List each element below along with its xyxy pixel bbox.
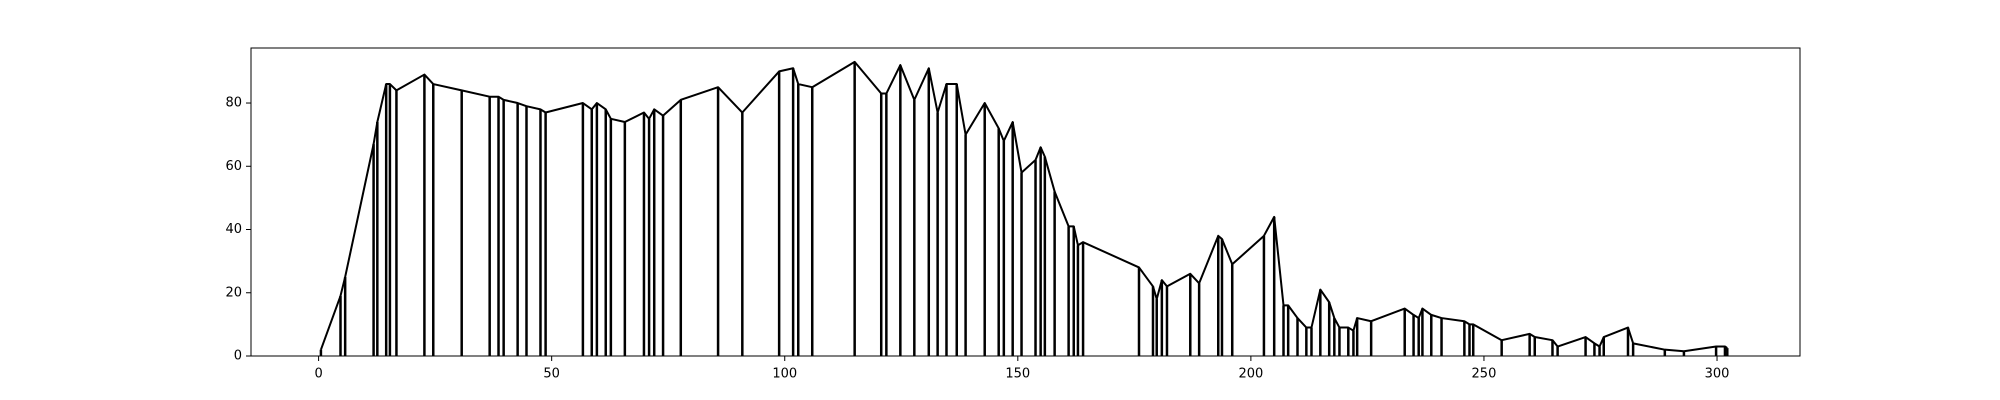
y-tick-label: 60 [225, 159, 242, 174]
x-tick-label: 50 [543, 367, 560, 382]
y-tick-label: 40 [225, 222, 242, 237]
x-tick-label: 0 [314, 367, 322, 382]
x-tick-label: 300 [1705, 367, 1730, 382]
x-tick-label: 100 [772, 367, 797, 382]
plot-frame [250, 47, 1801, 357]
x-tick-label: 250 [1472, 367, 1497, 382]
line [319, 60, 1728, 353]
y-tick-label: 80 [225, 96, 242, 111]
x-tick-label: 150 [1005, 367, 1030, 382]
y-tick-label: 20 [225, 285, 242, 300]
y-tick-label: 0 [234, 349, 242, 364]
x-tick-label: 200 [1238, 367, 1263, 382]
